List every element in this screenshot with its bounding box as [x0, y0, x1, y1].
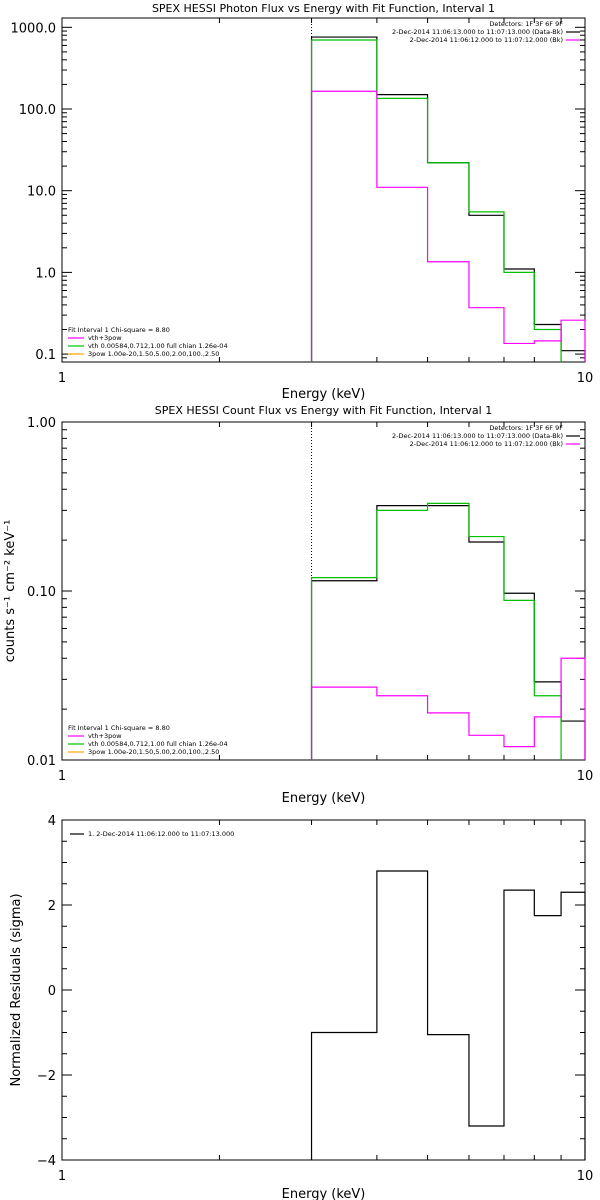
x-tick-label: 10: [577, 1169, 594, 1184]
y-axis-label: Normalized Residuals (sigma): [9, 893, 24, 1086]
plot-frame: [61, 421, 586, 761]
legend-entry: 3pow 1.00e-20,1.50,5.00,2.00,100.,2.50: [88, 350, 219, 358]
x-tick-label: 1: [58, 1169, 66, 1184]
chart-title: SPEX HESSI Count Flux vs Energy with Fit…: [155, 404, 492, 417]
y-tick-label: 1000.0: [11, 21, 57, 36]
series-step-line-1: [310, 502, 562, 760]
y-tick-label: 0.10: [27, 585, 56, 600]
legend-entry: 2-Dec-2014 11:06:13.000 to 11:07:13.000 …: [392, 28, 563, 36]
plot-frame: [61, 819, 586, 1161]
series-step-line-0: [310, 870, 586, 1160]
legend-entry: Fit Interval 1 Chi-square = 8.80: [68, 724, 170, 732]
y-tick-label: −2: [37, 1069, 56, 1084]
legend-entry: Detectors: 1F 3F 6F 9F: [489, 20, 563, 28]
series-step-line-2: [310, 90, 586, 362]
legend-entry: 2-Dec-2014 11:06:13.000 to 11:07:13.000 …: [392, 432, 563, 440]
legend-entry: 2-Dec-2014 11:06:12.000 to 11:07:12.000 …: [410, 440, 563, 448]
legend-entry: vth+3pow: [88, 732, 122, 740]
legend-entry: vth+3pow: [88, 334, 122, 342]
photon-flux-panel: SPEX HESSI Photon Flux vs Energy with Fi…: [11, 2, 594, 402]
x-tick-label: 1: [58, 371, 66, 386]
series-step-line-1: [310, 39, 562, 362]
y-tick-label: 4: [48, 814, 56, 829]
y-axis-label: counts s⁻¹ cm⁻² keV⁻¹: [3, 520, 18, 663]
legend-entry: 3pow 1.00e-20,1.50,5.00,2.00,100.,2.50: [88, 748, 219, 756]
y-tick-label: 10.0: [27, 185, 56, 200]
legend-entry: 1. 2-Dec-2014 11:06:12.000 to 11:07:13.0…: [88, 830, 234, 838]
x-tick-label: 10: [577, 769, 594, 784]
legend-entry: Detectors: 1F 3F 6F 9F: [489, 424, 563, 432]
legend-entry: vth 0.00584,0.712,1.00 full chian 1.26e-…: [88, 740, 228, 748]
x-axis-label: Energy (keV): [282, 791, 366, 806]
plot-frame: [61, 17, 586, 363]
y-tick-label: 0: [48, 984, 56, 999]
y-tick-label: 1.0: [35, 266, 56, 281]
x-tick-label: 10: [577, 371, 594, 386]
y-tick-label: 1.00: [27, 416, 56, 431]
x-axis-label: Energy (keV): [282, 387, 366, 402]
y-tick-label: 0.1: [35, 348, 56, 363]
series-step-line-2: [310, 657, 586, 760]
x-tick-label: 1: [58, 769, 66, 784]
count-flux-panel: SPEX HESSI Count Flux vs Energy with Fit…: [3, 404, 593, 806]
series-step-line-0: [310, 36, 586, 362]
legend-entry: vth 0.00584,0.712,1.00 full chian 1.26e-…: [88, 342, 228, 350]
x-axis-label: Energy (keV): [282, 1187, 366, 1200]
series-step-line-0: [310, 505, 586, 760]
chart-title: SPEX HESSI Photon Flux vs Energy with Fi…: [152, 2, 495, 15]
y-tick-label: 2: [48, 899, 56, 914]
y-tick-label: −4: [37, 1154, 56, 1169]
residuals-panel: Energy (keV) Normalized Residuals (sigma)…: [9, 814, 593, 1200]
y-tick-label: 0.01: [27, 754, 56, 769]
legend-entry: 2-Dec-2014 11:06:12.000 to 11:07:12.000 …: [410, 36, 563, 44]
legend-entry: Fit Interval 1 Chi-square = 8.80: [68, 326, 170, 334]
y-tick-label: 100.0: [19, 103, 56, 118]
